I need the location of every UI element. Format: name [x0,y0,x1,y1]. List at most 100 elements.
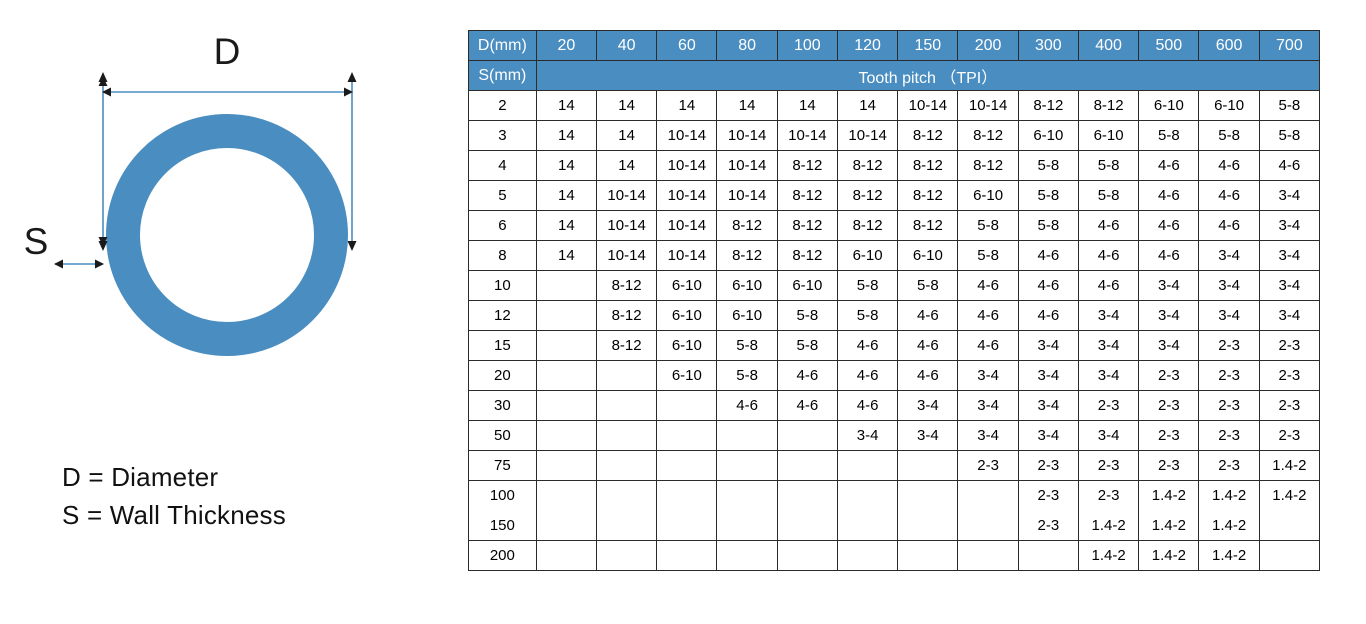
cell-s2-d40: 14 [595,90,658,121]
cell-s100-d600: 1.4-2 [1198,480,1260,511]
cell-s30-d500: 2-3 [1138,390,1200,421]
cell-s50-d60 [656,420,718,451]
cell-s200-d120 [836,540,899,571]
cell-s6-d400: 4-6 [1077,210,1140,241]
cell-s15-d300: 3-4 [1017,330,1079,361]
table-row: 4 14 14 10-14 10-14 8-12 8-12 8-12 8-12 5-8 5-8 4-6… [468,150,1321,181]
row-header-thickness-75: 75 [468,450,537,481]
cell-s5-d700: 3-4 [1258,180,1321,211]
cell-s30-d400: 2-3 [1077,390,1140,421]
cell-s50-d120: 3-4 [836,420,899,451]
table-row: 2 14 14 14 14 14 14 10-14 10-14 8-12 8-12 6-10 6-10 5… [468,90,1321,121]
cell-s200-d100 [776,540,838,571]
cell-s3-d100: 10-14 [776,120,838,151]
cell-s6-d600: 4-6 [1198,210,1260,241]
cell-s50-d200: 3-4 [957,420,1019,451]
table-row: 8 14 10-14 10-14 8-12 8-12 6-10 6-10 5-8 4-6 4-6 4-… [468,240,1321,271]
header-cell-diameter-600: 600 [1198,30,1260,61]
cell-s6-d60: 10-14 [656,210,718,241]
cell-s50-d40 [595,420,658,451]
cell-s12-d150: 4-6 [897,300,959,331]
cell-s50-d150: 3-4 [897,420,959,451]
cell-s20-d200: 3-4 [957,360,1019,391]
tooth-pitch-table-container: D(mm) 20 40 60 80 100 120 150 200 300 400 500 600 70… [468,30,1321,571]
cell-s75-d60 [656,450,718,481]
cell-s4-d80: 10-14 [716,150,778,181]
cell-s4-d500: 4-6 [1138,150,1200,181]
cell-s200-d80 [716,540,778,571]
header-cell-tooth-pitch: Tooth pitch （TPI） [535,60,1321,91]
cell-s4-d700: 4-6 [1258,150,1321,181]
pipe-diagram-panel: D S D = Diameter S = Wall Thickness [0,0,455,624]
row-header-thickness-200: 200 [468,540,537,571]
cell-s2-d300: 8-12 [1017,90,1079,121]
cell-s4-d200: 8-12 [957,150,1019,181]
cell-s3-d700: 5-8 [1258,120,1321,151]
table-row: 75 2-3 2-3 2-3 2-3 2-3 1.4-2 [468,450,1321,481]
cell-s75-d120 [836,450,899,481]
cell-s20-d100: 4-6 [776,360,838,391]
cell-s50-d300: 3-4 [1017,420,1079,451]
cell-s150-d700 [1258,510,1321,541]
cell-s30-d150: 3-4 [897,390,959,421]
cell-s2-d200: 10-14 [957,90,1019,121]
table-row: 15 8-12 6-10 5-8 5-8 4-6 4-6 4-6 3-4 3-4 3-4 2-3 2-3 [468,330,1321,361]
diameter-label-d: D [214,31,241,72]
cell-s30-d120: 4-6 [836,390,899,421]
cell-s6-d300: 5-8 [1017,210,1079,241]
cell-s20-d80: 5-8 [716,360,778,391]
table-row: 10 8-12 6-10 6-10 6-10 5-8 5-8 4-6 4-6 4-6 3-4 3-4 3… [468,270,1321,301]
cell-s50-d500: 2-3 [1138,420,1200,451]
cell-s200-d60 [656,540,718,571]
header-cell-diameter-400: 400 [1077,30,1140,61]
cell-s15-d700: 2-3 [1258,330,1321,361]
pipe-ring-shape [106,114,348,356]
cell-s4-d100: 8-12 [776,150,838,181]
cell-s5-d150: 8-12 [897,180,959,211]
cell-s15-d400: 3-4 [1077,330,1140,361]
cell-s6-d40: 10-14 [595,210,658,241]
cell-s4-d40: 14 [595,150,658,181]
cell-s5-d100: 8-12 [776,180,838,211]
cell-s30-d200: 3-4 [957,390,1019,421]
cell-s12-d500: 3-4 [1138,300,1200,331]
cell-s12-d700: 3-4 [1258,300,1321,331]
cell-s15-d150: 4-6 [897,330,959,361]
table-row: 200 1.4-2 1.4-2 1.4-2 [468,540,1321,571]
cell-s75-d40 [595,450,658,481]
cell-s15-d80: 5-8 [716,330,778,361]
cell-s75-d80 [716,450,778,481]
header-cell-diameter-150: 150 [897,30,959,61]
cell-s15-d100: 5-8 [776,330,838,361]
cell-s150-d100 [776,510,838,541]
row-header-thickness-10: 10 [468,270,537,301]
cell-s5-d600: 4-6 [1198,180,1260,211]
cell-s50-d20 [535,420,597,451]
cell-s5-d80: 10-14 [716,180,778,211]
cell-s5-d300: 5-8 [1017,180,1079,211]
cell-s4-d60: 10-14 [656,150,718,181]
legend-line-wall-thickness: S = Wall Thickness [62,500,286,530]
cell-s75-d500: 2-3 [1138,450,1200,481]
diagram-legend: D = Diameter S = Wall Thickness [62,458,286,534]
cell-s8-d100: 8-12 [776,240,838,271]
cell-s8-d400: 4-6 [1077,240,1140,271]
cell-s200-d500: 1.4-2 [1138,540,1200,571]
cell-s4-d120: 8-12 [836,150,899,181]
cell-s200-d20 [535,540,597,571]
header-row-tooth-pitch: S(mm) Tooth pitch （TPI） [468,60,1321,91]
cell-s8-d500: 4-6 [1138,240,1200,271]
cell-s150-d20 [535,510,597,541]
cell-s6-d20: 14 [535,210,597,241]
cell-s150-d400: 1.4-2 [1077,510,1140,541]
table-row: 50 3-4 3-4 3-4 3-4 3-4 2-3 2-3 2-3 [468,420,1321,451]
cell-s8-d60: 10-14 [656,240,718,271]
row-header-thickness-4: 4 [468,150,537,181]
cell-s12-d300: 4-6 [1017,300,1079,331]
table-body: 2 14 14 14 14 14 14 10-14 10-14 8-12 8-12 6-10 6-10 5… [468,90,1321,571]
cell-s12-d400: 3-4 [1077,300,1140,331]
cell-s50-d100 [776,420,838,451]
cell-s50-d80 [716,420,778,451]
cell-s8-d150: 6-10 [897,240,959,271]
cell-s20-d60: 6-10 [656,360,718,391]
